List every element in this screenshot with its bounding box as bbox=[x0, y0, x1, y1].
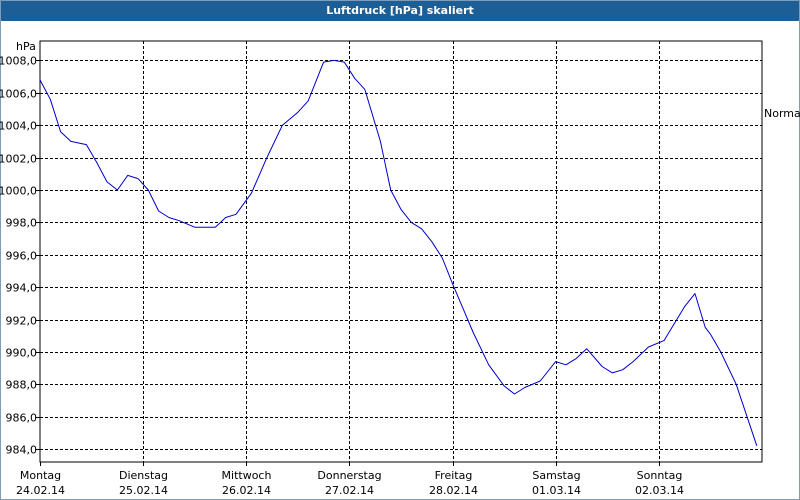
axis-ticks: 984,0 986,0 988,0 990,0 992,0 994,0 996,0 998,0… bbox=[0, 55, 800, 498]
x-tick-day: Donnerstag bbox=[317, 469, 381, 482]
x-tick-date: 24.02.14 bbox=[16, 484, 65, 497]
y-tick-label: 988,0 bbox=[6, 379, 38, 392]
y-tick-label: 1004,0 bbox=[0, 120, 37, 133]
y-tick-label: 996,0 bbox=[6, 250, 38, 263]
x-tick-date: 27.02.14 bbox=[325, 484, 374, 497]
grid bbox=[40, 41, 762, 462]
y-tick-label: 998,0 bbox=[6, 217, 38, 230]
y-tick-label: 990,0 bbox=[6, 347, 38, 360]
x-tick-day: Samstag bbox=[532, 469, 580, 482]
x-tick-day: Montag bbox=[20, 469, 61, 482]
y-tick-label: 1008,0 bbox=[0, 55, 37, 68]
x-tick-date: 01.03.14 bbox=[532, 484, 581, 497]
y-tick-label: 1000,0 bbox=[0, 185, 37, 198]
x-tick-date: 25.02.14 bbox=[119, 484, 168, 497]
reference-line-label: Normal bbox=[764, 107, 800, 120]
chart-title: Luftdruck [hPa] skaliert bbox=[1, 1, 799, 21]
y-tick-label: 994,0 bbox=[6, 282, 38, 295]
y-tick-label: 984,0 bbox=[6, 444, 38, 457]
y-tick-label: 992,0 bbox=[6, 315, 38, 328]
x-tick-day: Mittwoch bbox=[222, 469, 272, 482]
x-tick-date: 28.02.14 bbox=[429, 484, 478, 497]
y-axis-unit: hPa bbox=[16, 40, 36, 53]
y-tick-label: 986,0 bbox=[6, 412, 38, 425]
plot-area-border bbox=[39, 40, 763, 463]
x-tick-date: 26.02.14 bbox=[222, 484, 271, 497]
x-tick-day: Dienstag bbox=[119, 469, 168, 482]
x-tick-date: 02.03.14 bbox=[635, 484, 684, 497]
y-tick-label: 1002,0 bbox=[0, 153, 37, 166]
series-line bbox=[39, 59, 758, 446]
y-tick-label: 1006,0 bbox=[0, 88, 37, 101]
x-tick-day: Sonntag bbox=[637, 469, 683, 482]
x-tick-day: Freitag bbox=[435, 469, 473, 482]
series-group bbox=[39, 59, 758, 446]
